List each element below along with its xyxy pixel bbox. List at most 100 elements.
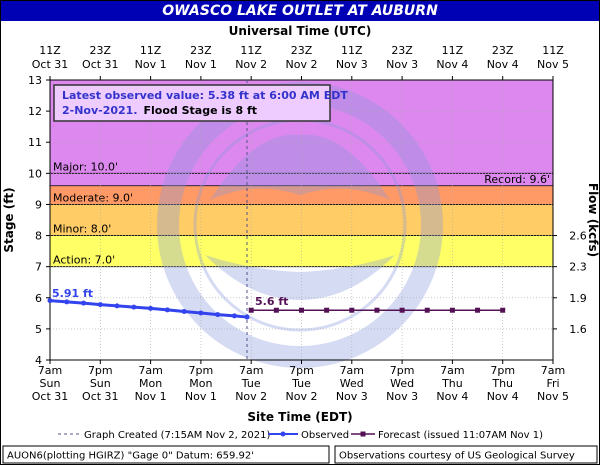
x-tick-day: Tue: [291, 377, 311, 390]
x-tick-time: 7am: [138, 364, 162, 377]
observed-point: [244, 314, 250, 320]
observed-point: [215, 312, 221, 318]
top-tick-time: 11Z: [542, 44, 564, 57]
bottom-axis-title: Site Time (EDT): [247, 410, 352, 424]
top-tick-time: 23Z: [391, 44, 413, 57]
legend-forecast-marker: [360, 431, 366, 437]
observed-point: [198, 310, 204, 316]
legend: Graph Created (7:15AM Nov 2, 2021) Obser…: [58, 430, 543, 441]
x-tick-date: Nov 4: [487, 390, 519, 403]
y-tick-label: 12: [28, 105, 42, 118]
top-tick-date: Nov 4: [436, 58, 468, 71]
top-tick-date: Nov 1: [135, 58, 167, 71]
x-tick-time: 7pm: [390, 364, 415, 377]
y-tick-label: 11: [28, 136, 42, 149]
x-tick-date: Nov 4: [436, 390, 468, 403]
forecast-point: [273, 307, 279, 313]
footer-right: Observations courtesy of US Geological S…: [339, 451, 575, 462]
x-tick-time: 7pm: [289, 364, 314, 377]
x-tick-time: 7pm: [490, 364, 515, 377]
forecast-point: [399, 307, 405, 313]
legend-observed-marker: [280, 431, 286, 437]
top-tick-date: Oct 31: [82, 58, 119, 71]
x-tick-day: Mon: [139, 377, 162, 390]
y-tick-label: 7: [35, 261, 42, 274]
x-tick-time: 7pm: [189, 364, 214, 377]
forecast-point: [500, 307, 506, 313]
x-tick-date: Nov 1: [135, 390, 167, 403]
top-tick-time: 23Z: [492, 44, 514, 57]
forecast-point: [374, 307, 380, 313]
forecast-point: [248, 307, 254, 313]
x-tick-time: 7am: [541, 364, 565, 377]
x-tick-date: Nov 5: [537, 390, 569, 403]
minor-threshold-label: Minor: 8.0': [53, 223, 111, 236]
action-threshold-label: Action: 7.0': [53, 254, 115, 267]
observed-point: [148, 305, 154, 311]
series-layer: [47, 298, 506, 320]
flood-stage-text: Flood Stage is 8 ft: [144, 104, 258, 117]
observed-point: [81, 300, 87, 306]
observed-point: [181, 308, 187, 314]
x-tick-time: 7am: [239, 364, 263, 377]
forecast-point: [324, 307, 330, 313]
y-tick-label: 5: [35, 323, 42, 336]
observed-point: [114, 303, 120, 309]
latest-value-box: Latest observed value: 5.38 ft at 6:00 A…: [53, 84, 348, 122]
chart-title-banner: OWASCO LAKE OUTLET AT AUBURN: [0, 0, 600, 21]
x-tick-day: Thu: [441, 377, 463, 390]
footer-left-box: [2, 445, 330, 464]
top-tick-time: 11Z: [442, 44, 464, 57]
y-tick-label: 4: [35, 354, 42, 367]
top-tick-time: 11Z: [39, 44, 61, 57]
legend-observed-label: Observed: [301, 430, 349, 441]
forecast-point: [449, 307, 455, 313]
observed-point: [231, 313, 237, 319]
top-tick-date: Nov 4: [487, 58, 519, 71]
flood-category-bands: Action: 7.0' Minor: 8.0' Moderate: 9.0' Maj…: [50, 80, 553, 268]
forecast-value-label: 5.6 ft: [255, 295, 288, 308]
x-tick-date: Nov 2: [286, 390, 318, 403]
x-tick-day: Wed: [340, 377, 364, 390]
x-tick-day: Fri: [546, 377, 559, 390]
top-tick-time: 23Z: [90, 44, 112, 57]
observed-point: [47, 298, 53, 304]
y-tick-label: 9: [35, 198, 42, 211]
chart-title: OWASCO LAKE OUTLET AT AUBURN: [162, 3, 438, 19]
y-tick-label: 10: [28, 167, 42, 180]
y-tick-label: 6: [35, 292, 42, 305]
x-tick-time: 7pm: [88, 364, 113, 377]
forecast-point: [349, 307, 355, 313]
x-tick-day: Sun: [40, 377, 61, 390]
y-tick-label: 8: [35, 230, 42, 243]
top-tick-date: Oct 31: [32, 58, 69, 71]
left-axis-title: Stage (ft): [2, 187, 16, 252]
y-tick-label: 13: [28, 74, 42, 87]
top-tick-date: Nov 5: [537, 58, 569, 71]
right-tick-label: 1.9: [569, 292, 587, 305]
legend-created-label: Graph Created (7:15AM Nov 2, 2021): [84, 430, 270, 441]
legend-forecast-label: Forecast (issued 11:07AM Nov 1): [378, 430, 543, 441]
right-axis-title: Flow (kcfs): [586, 183, 600, 257]
right-tick-label: 2.3: [569, 261, 587, 274]
x-tick-date: Oct 31: [82, 390, 119, 403]
latest-value-text: Latest observed value: 5.38 ft at 6:00 A…: [62, 89, 348, 102]
top-tick-date: Nov 3: [386, 58, 418, 71]
top-tick-date: Nov 2: [286, 58, 318, 71]
right-tick-label: 2.6: [569, 230, 587, 243]
observed-point: [131, 304, 137, 310]
x-tick-time: 7am: [440, 364, 464, 377]
observed-point: [164, 307, 170, 313]
forecast-point: [299, 307, 304, 313]
x-tick-day: Thu: [491, 377, 513, 390]
top-tick-time: 23Z: [190, 44, 212, 57]
major-threshold-label: Major: 10.0': [53, 160, 118, 173]
footer-right-box: [334, 445, 598, 464]
forecast-point: [475, 307, 481, 313]
latest-value-date-line: 2-Nov-2021. Flood Stage is 8 ft: [62, 104, 257, 117]
top-tick-time: 11Z: [240, 44, 262, 57]
x-tick-date: Oct 31: [32, 390, 69, 403]
x-tick-date: Nov 2: [235, 390, 267, 403]
